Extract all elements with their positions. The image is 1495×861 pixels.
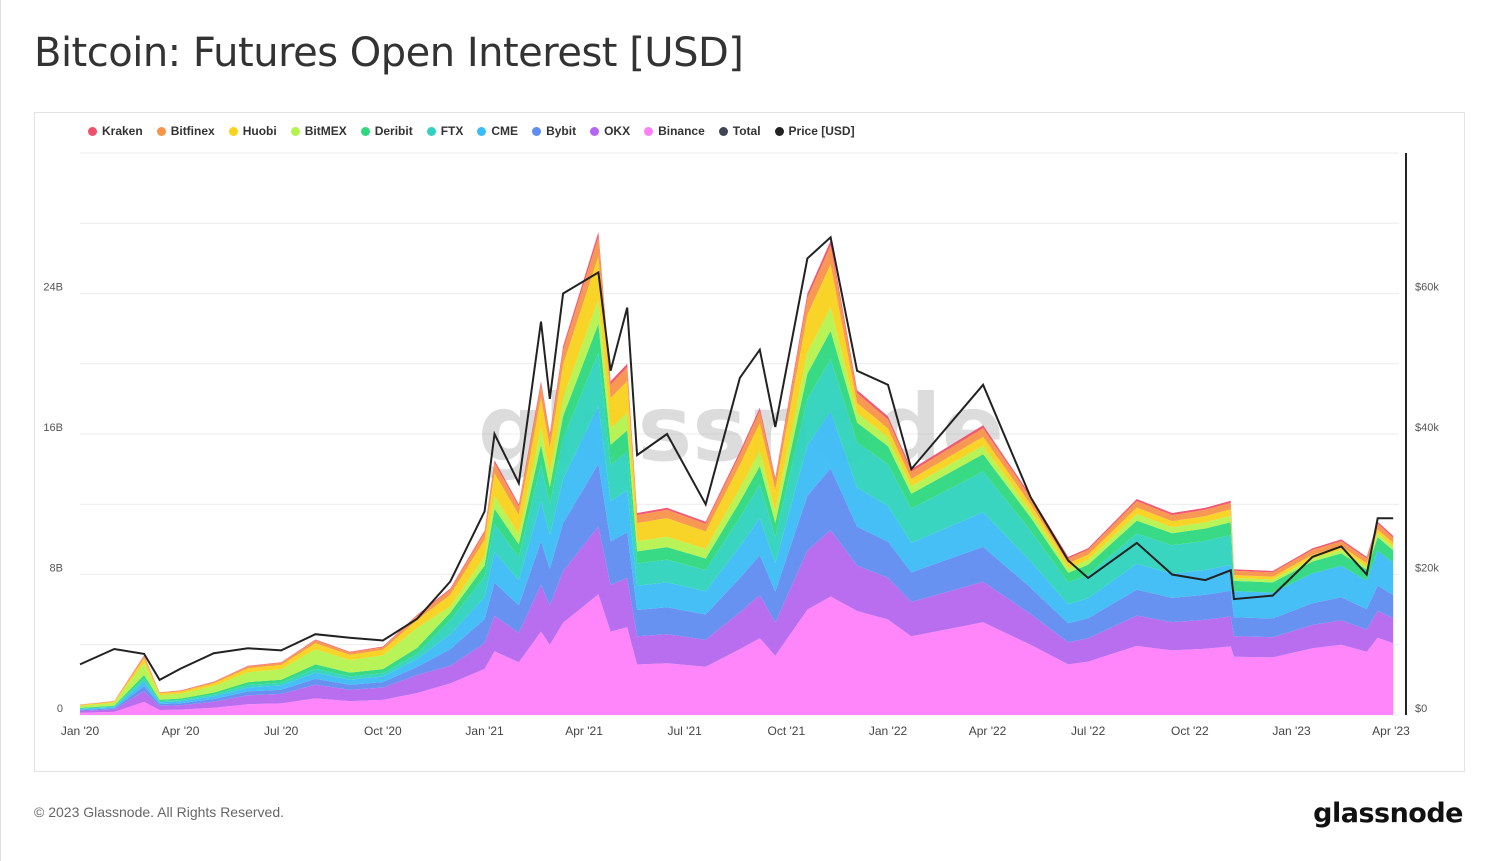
x-tick-label: Jul '21 bbox=[667, 724, 702, 738]
legend-item-cme[interactable]: CME bbox=[477, 124, 518, 138]
y-tick-label-left: 24B bbox=[43, 282, 63, 294]
legend-dot-icon bbox=[590, 126, 600, 136]
x-tick-label: Jan '23 bbox=[1272, 724, 1311, 738]
x-tick-label: Apr '20 bbox=[162, 724, 200, 738]
x-tick-label: Jul '20 bbox=[264, 724, 299, 738]
chart-container bbox=[34, 112, 1465, 772]
legend-dot-icon bbox=[532, 126, 542, 136]
x-tick-label: Jan '20 bbox=[61, 724, 100, 738]
x-tick-label: Oct '21 bbox=[768, 724, 806, 738]
legend-dot-icon bbox=[477, 126, 487, 136]
x-tick-label: Apr '23 bbox=[1372, 724, 1410, 738]
legend-item-bitmex[interactable]: BitMEX bbox=[290, 124, 347, 138]
area-bitfinex bbox=[80, 236, 1394, 705]
legend-dot-icon bbox=[290, 126, 300, 136]
legend-label: Huobi bbox=[242, 124, 277, 138]
area-ftx bbox=[80, 352, 1394, 710]
legend-label: Deribit bbox=[374, 124, 413, 138]
glassnode-logo: glassnode bbox=[1313, 798, 1463, 829]
y-tick-label-left: 8B bbox=[50, 563, 63, 575]
legend-label: Bitfinex bbox=[170, 124, 215, 138]
y-tick-label-left: 16B bbox=[43, 422, 63, 434]
x-tick-label: Oct '22 bbox=[1171, 724, 1209, 738]
legend-dot-icon bbox=[360, 126, 370, 136]
legend-dot-icon bbox=[228, 126, 238, 136]
price-line bbox=[79, 235, 1394, 682]
x-tick-label: Jul '22 bbox=[1071, 724, 1106, 738]
area-bybit bbox=[80, 463, 1394, 711]
legend-dot-icon bbox=[88, 126, 97, 136]
legend-item-price-usd[interactable]: Price [USD] bbox=[774, 124, 855, 138]
y-tick-label-right: $40k bbox=[1415, 422, 1439, 434]
legend-item-kraken[interactable]: Kraken bbox=[88, 124, 143, 138]
legend-label: FTX bbox=[440, 124, 464, 138]
legend-item-ftx[interactable]: FTX bbox=[426, 124, 464, 138]
legend-item-bybit[interactable]: Bybit bbox=[532, 124, 576, 138]
legend-label: BitMEX bbox=[304, 124, 347, 138]
legend-label: OKX bbox=[604, 124, 631, 138]
x-tick-label: Apr '22 bbox=[969, 724, 1007, 738]
legend-item-deribit[interactable]: Deribit bbox=[360, 124, 413, 138]
y-tick-label-right: $0 bbox=[1415, 703, 1427, 715]
legend-item-huobi[interactable]: Huobi bbox=[228, 124, 277, 138]
y-tick-label-left: 0 bbox=[57, 703, 63, 715]
legend-item-bitfinex[interactable]: Bitfinex bbox=[156, 124, 215, 138]
x-tick-label: Apr '21 bbox=[565, 724, 603, 738]
area-bitmex bbox=[80, 299, 1394, 708]
legend-label: Price [USD] bbox=[788, 124, 855, 138]
legend-item-binance[interactable]: Binance bbox=[644, 124, 705, 138]
legend-item-okx[interactable]: OKX bbox=[590, 124, 630, 138]
y-tick-label-right: $20k bbox=[1415, 563, 1439, 575]
legend-dot-icon bbox=[644, 126, 654, 136]
y-tick-label-right: $60k bbox=[1415, 282, 1439, 294]
legend: Kraken Bitfinex Huobi BitMEX Deribit FTX CME By… bbox=[88, 124, 855, 138]
x-tick-label: Jan '21 bbox=[465, 724, 504, 738]
page-title: Bitcoin: Futures Open Interest [USD] bbox=[34, 30, 744, 76]
legend-dot-icon bbox=[718, 126, 728, 136]
area-cme bbox=[80, 405, 1394, 710]
legend-label: Bybit bbox=[546, 124, 577, 138]
legend-dot-icon bbox=[774, 126, 784, 136]
legend-label: Binance bbox=[658, 124, 705, 138]
area-binance bbox=[80, 594, 1394, 715]
legend-label: Total bbox=[732, 124, 761, 138]
legend-label: CME bbox=[491, 124, 519, 138]
legend-label: Kraken bbox=[102, 124, 143, 138]
legend-dot-icon bbox=[156, 126, 166, 136]
area-okx bbox=[80, 526, 1394, 713]
legend-item-total[interactable]: Total bbox=[718, 124, 761, 138]
x-tick-label: Jan '22 bbox=[869, 724, 908, 738]
legend-dot-icon bbox=[426, 126, 436, 136]
area-huobi bbox=[80, 256, 1394, 706]
area-deribit bbox=[80, 323, 1394, 709]
x-tick-label: Oct '20 bbox=[364, 724, 402, 738]
copyright-footer: © 2023 Glassnode. All Rights Reserved. bbox=[34, 804, 285, 820]
